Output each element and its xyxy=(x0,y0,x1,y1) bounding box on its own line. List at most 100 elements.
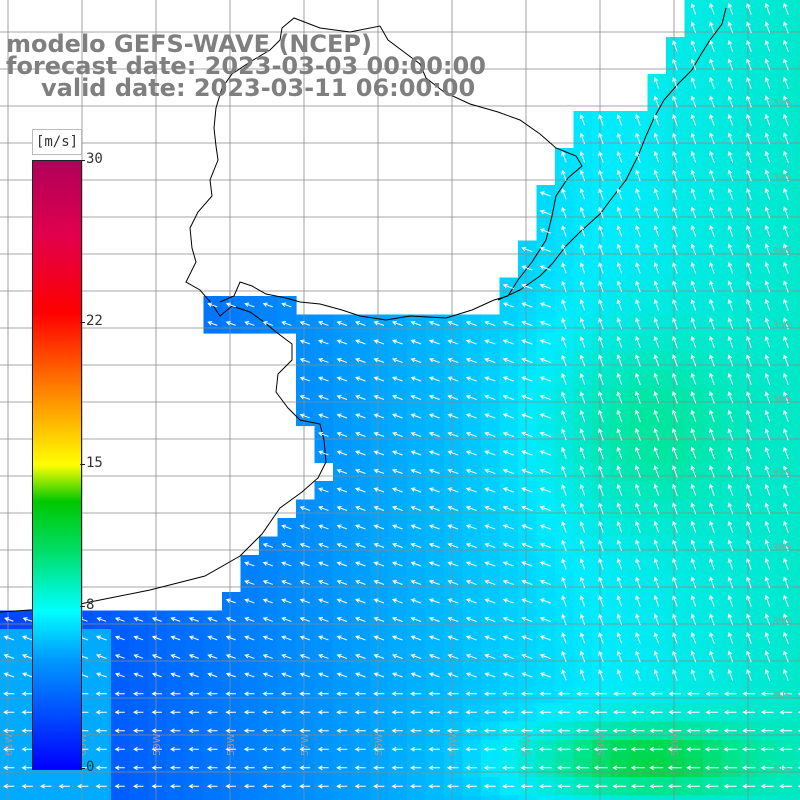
wind-arrow xyxy=(616,354,623,367)
wind-arrow xyxy=(21,765,33,771)
wind-arrow xyxy=(709,557,715,570)
wind-arrow xyxy=(410,413,422,419)
wind-arrow xyxy=(579,613,586,626)
wind-arrow xyxy=(709,280,715,293)
wind-arrow xyxy=(484,376,496,382)
wind-arrow xyxy=(318,320,329,326)
wind-arrow xyxy=(616,169,623,182)
wind-arrow xyxy=(764,150,771,163)
wind-arrow xyxy=(635,613,641,626)
wind-arrow xyxy=(746,465,752,478)
wind-arrow xyxy=(579,243,586,256)
wind-arrow xyxy=(281,542,292,548)
wind-arrow xyxy=(207,302,218,308)
wind-arrow xyxy=(598,409,604,423)
wind-arrow xyxy=(579,317,586,330)
wind-arrow xyxy=(317,709,329,715)
wind-arrow xyxy=(520,728,533,734)
wind-arrow xyxy=(746,539,752,552)
wind-arrow xyxy=(355,505,366,511)
wind-arrow xyxy=(746,132,752,145)
wind-arrow xyxy=(465,635,477,641)
wind-arrow xyxy=(520,765,534,771)
wind-arrow xyxy=(598,299,604,311)
wind-arrow xyxy=(746,631,752,644)
wind-cell xyxy=(684,795,704,800)
wind-arrow xyxy=(484,579,496,586)
wind-arrow xyxy=(653,354,660,367)
wind-cell xyxy=(37,795,57,800)
wind-arrow xyxy=(653,280,660,293)
wind-arrow xyxy=(649,765,664,771)
wind-arrow xyxy=(465,765,478,771)
wind-arrow xyxy=(653,557,660,570)
wind-arrow xyxy=(244,653,255,659)
wind-arrow xyxy=(465,783,478,789)
wind-arrow xyxy=(428,635,440,641)
wind-arrow xyxy=(318,579,329,585)
wind-arrow xyxy=(764,335,771,348)
wind-arrow xyxy=(653,335,660,348)
wind-arrow xyxy=(151,654,162,659)
wind-arrow xyxy=(355,339,366,345)
wind-arrow xyxy=(783,502,789,515)
latitude-label: 36S xyxy=(772,394,791,405)
wind-arrow xyxy=(653,224,660,237)
wind-arrow xyxy=(686,746,701,752)
wind-arrow xyxy=(225,765,237,771)
wind-arrow xyxy=(653,77,660,89)
wind-arrow xyxy=(447,653,459,660)
wind-arrow xyxy=(410,783,422,789)
wind-arrow xyxy=(21,709,33,715)
wind-arrow xyxy=(690,132,697,145)
wind-cell xyxy=(795,37,800,57)
wind-arrow xyxy=(690,95,697,108)
wind-arrow xyxy=(243,709,255,715)
wind-arrow xyxy=(225,654,236,659)
wind-arrow xyxy=(428,505,440,512)
wind-arrow xyxy=(95,672,107,678)
wind-arrow xyxy=(243,783,255,789)
wind-arrow xyxy=(317,783,329,789)
wind-arrow xyxy=(521,394,533,401)
wind-arrow xyxy=(355,653,366,659)
wind-arrow xyxy=(593,765,608,771)
wind-arrow xyxy=(243,691,255,697)
wind-arrow xyxy=(709,465,715,478)
wind-arrow xyxy=(672,520,678,533)
wind-arrow xyxy=(280,728,292,734)
wind-arrow xyxy=(561,151,567,163)
wind-arrow xyxy=(336,635,348,641)
wind-arrow xyxy=(262,579,274,585)
wind-arrow xyxy=(690,576,697,589)
wind-arrow xyxy=(672,95,678,108)
longitude-label: 56W xyxy=(374,733,385,756)
wind-arrow xyxy=(114,672,125,678)
wind-arrow xyxy=(635,409,641,423)
wind-cell xyxy=(240,795,260,800)
wind-arrow xyxy=(653,95,660,108)
wind-arrow xyxy=(690,668,697,681)
wind-arrow xyxy=(561,409,567,422)
wind-arrow xyxy=(635,483,641,497)
wind-arrow xyxy=(281,561,292,567)
wind-arrow xyxy=(727,539,734,552)
wind-arrow xyxy=(318,339,329,345)
wind-arrow xyxy=(709,668,715,681)
wind-cell xyxy=(795,74,800,94)
wind-arrow xyxy=(690,187,697,200)
wind-arrow xyxy=(484,653,496,660)
wind-arrow xyxy=(391,616,403,622)
wind-arrow xyxy=(373,579,385,585)
wind-arrow xyxy=(95,746,107,752)
wind-arrow xyxy=(764,132,771,145)
wind-arrow xyxy=(690,539,697,552)
wind-arrow xyxy=(373,487,385,493)
wind-arrow xyxy=(727,557,734,570)
wind-arrow xyxy=(635,427,641,441)
wind-arrow xyxy=(336,579,348,585)
wind-arrow xyxy=(299,709,311,715)
wind-arrow xyxy=(410,376,422,382)
wind-arrow xyxy=(77,783,89,789)
wind-arrow xyxy=(299,728,311,734)
